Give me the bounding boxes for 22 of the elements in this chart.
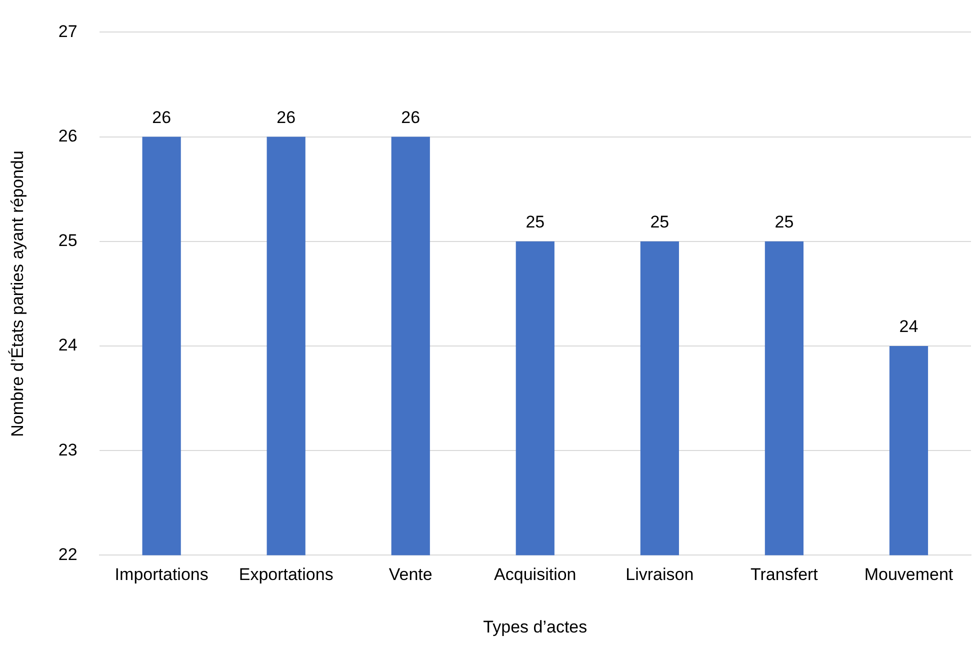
data-label: 26: [152, 108, 172, 127]
y-tick-label: 27: [58, 22, 78, 41]
x-tick-label: Exportations: [238, 565, 334, 584]
y-tick-label: 24: [58, 336, 78, 355]
y-axis-title: Nombre d’États parties ayant répondu: [8, 150, 27, 437]
y-tick-label: 25: [58, 231, 78, 250]
y-tick-label: 23: [58, 440, 78, 460]
x-tick-label: Livraison: [626, 565, 694, 584]
x-tick-label: Mouvement: [864, 565, 954, 584]
data-label: 24: [899, 317, 918, 336]
data-label: 26: [401, 108, 420, 127]
x-tick-label: Importations: [114, 565, 208, 584]
data-label: 26: [276, 108, 296, 127]
x-tick-label: Vente: [388, 565, 432, 584]
y-tick-label: 22: [58, 544, 78, 564]
x-axis-title: Types d’actes: [483, 617, 588, 636]
x-tick-label: Transfert: [750, 565, 818, 584]
y-tick-label: 26: [58, 126, 78, 146]
data-label: 25: [650, 212, 670, 232]
data-label: 25: [774, 212, 794, 232]
data-label: 25: [526, 212, 545, 232]
x-tick-label: Acquisition: [494, 565, 576, 584]
